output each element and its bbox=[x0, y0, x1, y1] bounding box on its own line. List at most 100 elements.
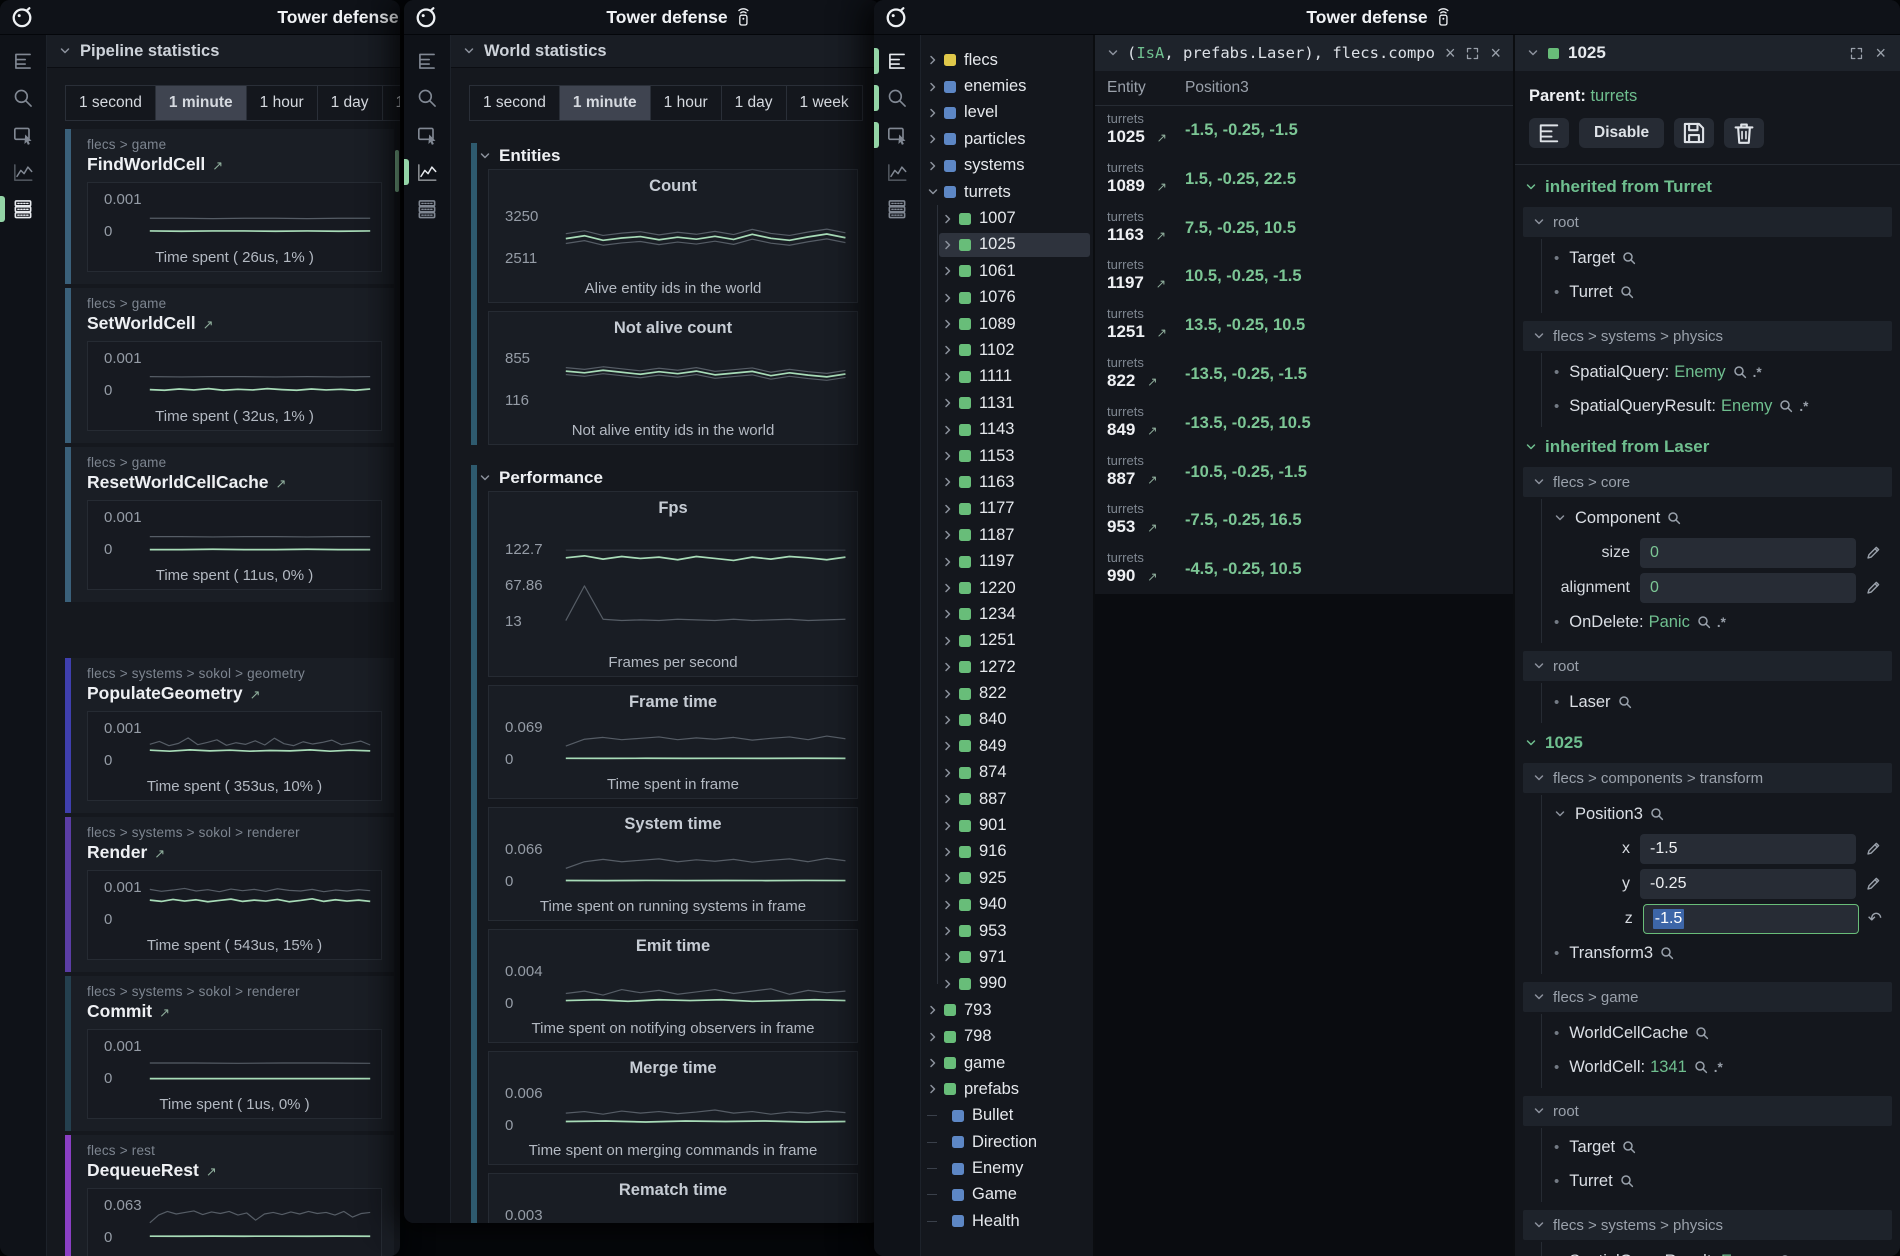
chevron-right-icon[interactable] bbox=[942, 265, 954, 277]
chevron-right-icon[interactable] bbox=[942, 397, 954, 409]
sidebar-search-button[interactable] bbox=[415, 86, 439, 110]
query-row-953[interactable]: turrets953 ↗-7.5, -0.25, 16.5 bbox=[1095, 496, 1513, 545]
scope-bar[interactable]: flecs > systems > physics bbox=[1523, 321, 1892, 351]
tab-1-day[interactable]: 1 day bbox=[722, 86, 787, 120]
open-link-icon[interactable]: ↗ bbox=[1157, 326, 1167, 340]
open-link-icon[interactable]: ↗ bbox=[1147, 375, 1157, 389]
chevron-right-icon[interactable] bbox=[942, 872, 954, 884]
entity-link[interactable]: 849 ↗ bbox=[1107, 420, 1158, 440]
pencil-icon[interactable] bbox=[1865, 840, 1882, 857]
expand-icon[interactable] bbox=[1465, 46, 1480, 61]
chevron-right-icon[interactable] bbox=[942, 846, 954, 858]
tree-item-1177[interactable]: 1177 bbox=[921, 496, 1093, 522]
component-value[interactable]: Panic bbox=[1649, 613, 1690, 632]
tree-item-940[interactable]: 940 bbox=[921, 892, 1093, 918]
open-link-icon[interactable]: ↗ bbox=[1147, 570, 1157, 584]
parent-link[interactable]: turrets bbox=[1590, 87, 1637, 105]
open-link-icon[interactable]: ↗ bbox=[206, 1164, 217, 1179]
tree-item-1102[interactable]: 1102 bbox=[921, 337, 1093, 363]
chevron-right-icon[interactable] bbox=[942, 556, 954, 568]
pair-wildcard-icon[interactable]: .* bbox=[1753, 365, 1762, 380]
chevron-right-icon[interactable] bbox=[942, 740, 954, 752]
sidebar-tree-button[interactable] bbox=[885, 49, 909, 73]
inherit-header-inherited-from-Turret[interactable]: inherited from Turret bbox=[1515, 175, 1900, 199]
chevron-right-icon[interactable] bbox=[942, 767, 954, 779]
chevron-right-icon[interactable] bbox=[927, 1004, 939, 1016]
chevron-right-icon[interactable] bbox=[942, 635, 954, 647]
scope-bar[interactable]: root bbox=[1523, 207, 1892, 237]
pencil-icon[interactable] bbox=[1865, 875, 1882, 892]
close-query-icon[interactable]: × bbox=[1488, 44, 1503, 62]
chevron-right-icon[interactable] bbox=[942, 688, 954, 700]
tree-item-1025[interactable]: 1025 bbox=[921, 232, 1093, 258]
open-link-icon[interactable]: ↗ bbox=[1147, 521, 1157, 535]
tree-item-840[interactable]: 840 bbox=[921, 707, 1093, 733]
tree-item-793[interactable]: 793 bbox=[921, 997, 1093, 1023]
open-link-icon[interactable]: ↗ bbox=[276, 476, 287, 491]
search-icon[interactable] bbox=[1622, 1140, 1636, 1154]
chevron-right-icon[interactable] bbox=[927, 54, 939, 66]
chevron-right-icon[interactable] bbox=[942, 450, 954, 462]
entity-link[interactable]: 887 ↗ bbox=[1107, 469, 1158, 489]
tree-item-971[interactable]: 971 bbox=[921, 944, 1093, 970]
chevron-right-icon[interactable] bbox=[942, 529, 954, 541]
tree-item-1061[interactable]: 1061 bbox=[921, 258, 1093, 284]
tab-1-hour[interactable]: 1 hour bbox=[651, 86, 722, 120]
search-icon[interactable] bbox=[1694, 1060, 1708, 1074]
chevron-down-icon[interactable] bbox=[1554, 512, 1566, 524]
sidebar-chart-button[interactable] bbox=[11, 160, 35, 184]
chevron-right-icon[interactable] bbox=[942, 213, 954, 225]
tree-item-flecs[interactable]: flecs bbox=[921, 47, 1093, 73]
expand-inspector-icon[interactable] bbox=[1849, 46, 1864, 61]
entity-link[interactable]: 1089 ↗ bbox=[1107, 176, 1167, 196]
component-value[interactable]: Enemy bbox=[1721, 1252, 1772, 1256]
close-inspector-icon[interactable]: × bbox=[1873, 44, 1888, 62]
chevron-right-icon[interactable] bbox=[927, 1083, 939, 1095]
chevron-right-icon[interactable] bbox=[942, 239, 954, 251]
tree-item-849[interactable]: 849 bbox=[921, 733, 1093, 759]
inherit-header-inherited-from-Laser[interactable]: inherited from Laser bbox=[1515, 435, 1900, 459]
tab-1-week[interactable]: 1 week bbox=[787, 86, 862, 120]
tree-item-level[interactable]: level bbox=[921, 100, 1093, 126]
tree-item-1163[interactable]: 1163 bbox=[921, 469, 1093, 495]
query-row-1251[interactable]: turrets1251 ↗13.5, -0.25, 10.5 bbox=[1095, 301, 1513, 350]
field-input-alignment[interactable]: 0 bbox=[1640, 573, 1856, 603]
open-link-icon[interactable]: ↗ bbox=[1156, 277, 1166, 291]
open-link-icon[interactable]: ↗ bbox=[1157, 180, 1167, 194]
save-button[interactable] bbox=[1674, 118, 1714, 148]
tab-1-day[interactable]: 1 day bbox=[318, 86, 383, 120]
query-row-822[interactable]: turrets822 ↗-13.5, -0.25, -1.5 bbox=[1095, 350, 1513, 399]
query-row-1089[interactable]: turrets1089 ↗1.5, -0.25, 22.5 bbox=[1095, 155, 1513, 204]
tree-item-1089[interactable]: 1089 bbox=[921, 311, 1093, 337]
section-header[interactable]: Performance bbox=[471, 465, 870, 491]
entity-tree-button[interactable] bbox=[1529, 118, 1569, 148]
open-link-icon[interactable]: ↗ bbox=[250, 687, 261, 702]
tree-item-1251[interactable]: 1251 bbox=[921, 628, 1093, 654]
tree-item-systems[interactable]: systems bbox=[921, 153, 1093, 179]
search-icon[interactable] bbox=[1695, 1026, 1709, 1040]
system-link[interactable]: Render↗ bbox=[87, 842, 382, 863]
chevdown-icon[interactable] bbox=[59, 45, 71, 57]
field-input-size[interactable]: 0 bbox=[1640, 538, 1856, 568]
collapse-inspector-icon[interactable] bbox=[1527, 47, 1539, 59]
tree-item-particles[interactable]: particles bbox=[921, 126, 1093, 152]
tree-item-1187[interactable]: 1187 bbox=[921, 522, 1093, 548]
chevron-right-icon[interactable] bbox=[942, 899, 954, 911]
sidebar-search-button[interactable] bbox=[885, 86, 909, 110]
tree-item-1153[interactable]: 1153 bbox=[921, 443, 1093, 469]
entity-link[interactable]: 990 ↗ bbox=[1107, 566, 1158, 586]
tree-item-1234[interactable]: 1234 bbox=[921, 601, 1093, 627]
open-link-icon[interactable]: ↗ bbox=[1147, 424, 1157, 438]
tree-item-prefabs[interactable]: prefabs bbox=[921, 1076, 1093, 1102]
chevron-right-icon[interactable] bbox=[927, 133, 939, 145]
sidebar-select-button[interactable] bbox=[11, 123, 35, 147]
collapse-query-icon[interactable] bbox=[1107, 47, 1119, 59]
chevron-right-icon[interactable] bbox=[942, 714, 954, 726]
field-input-y[interactable]: -0.25 bbox=[1640, 869, 1856, 899]
system-link[interactable]: Commit↗ bbox=[87, 1001, 382, 1022]
query-row-1197[interactable]: turrets1197 ↗10.5, -0.25, -1.5 bbox=[1095, 252, 1513, 301]
tree-item-turrets[interactable]: turrets bbox=[921, 179, 1093, 205]
tree-item-Bullet[interactable]: Bullet bbox=[921, 1103, 1093, 1129]
chevron-down-icon[interactable] bbox=[1554, 808, 1566, 820]
panel-header[interactable]: World statistics bbox=[451, 35, 880, 68]
